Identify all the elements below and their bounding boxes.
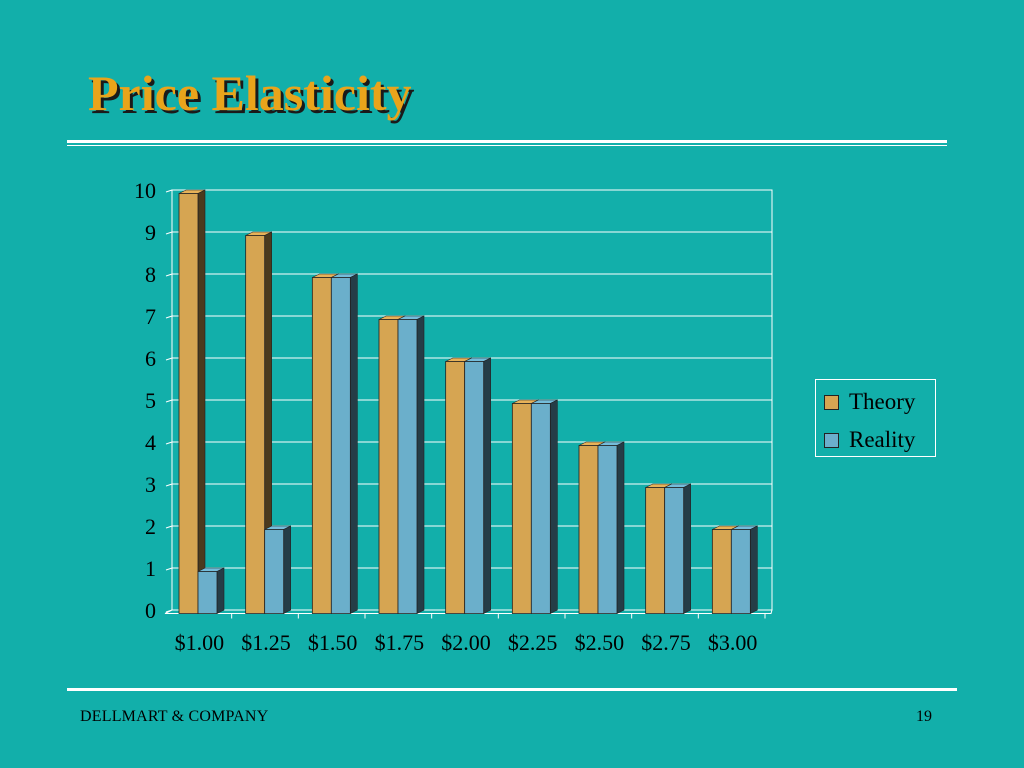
legend-label-theory: Theory — [849, 389, 916, 414]
y-tick — [165, 483, 173, 487]
x-tick-label: $2.00 — [441, 630, 491, 655]
x-tick-label: $1.00 — [175, 630, 225, 655]
bar-theory — [645, 487, 666, 614]
footer-company: DELLMART & COMPANY — [80, 708, 269, 725]
bar-theory — [311, 277, 332, 614]
y-tick-label: 8 — [145, 262, 156, 287]
bar-theory — [511, 403, 532, 614]
x-tick-label: $2.50 — [575, 630, 625, 655]
bar-reality-side — [750, 525, 758, 614]
bar-theory — [445, 361, 466, 614]
y-tick — [165, 567, 173, 571]
y-tick-label: 2 — [145, 514, 156, 539]
bar-theory — [378, 319, 399, 614]
bar-reality — [464, 361, 485, 614]
legend-label-reality: Reality — [849, 427, 916, 452]
y-tick — [165, 315, 173, 319]
y-tick — [165, 189, 173, 193]
y-tick-label: 9 — [145, 220, 156, 245]
y-tick-label: 0 — [145, 598, 156, 623]
y-tick — [165, 525, 173, 529]
y-tick — [165, 441, 173, 445]
y-tick-label: 5 — [145, 388, 156, 413]
slide-title: Price Elasticity — [88, 65, 412, 121]
legend-swatch-theory — [824, 394, 839, 410]
bar-reality-side — [216, 567, 225, 614]
x-tick-label: $2.25 — [508, 630, 558, 655]
y-tick-label: 7 — [145, 304, 156, 329]
bar-reality — [597, 445, 618, 614]
bar-reality — [264, 529, 285, 614]
y-tick-label: 4 — [145, 430, 156, 455]
bar-reality-side — [550, 399, 558, 614]
legend-item-theory: Theory — [824, 389, 915, 415]
bar-theory — [245, 235, 266, 614]
bar-theory — [711, 529, 732, 614]
bar-reality — [664, 487, 685, 614]
x-tick-label: $1.50 — [308, 630, 358, 655]
bar-reality-side — [416, 315, 425, 614]
title-divider — [67, 140, 947, 143]
y-tick — [165, 357, 173, 361]
title-divider-thin — [67, 145, 947, 146]
bar-reality-side — [683, 483, 691, 614]
bar-theory — [578, 445, 599, 614]
bar-reality — [197, 571, 218, 614]
y-tick — [165, 399, 173, 403]
bar-reality-side — [616, 441, 625, 614]
y-tick-label: 10 — [134, 178, 156, 203]
bar-reality — [330, 277, 351, 614]
y-tick — [165, 231, 173, 235]
bar-reality — [530, 403, 551, 614]
y-tick-label: 1 — [145, 556, 156, 581]
legend-item-reality: Reality — [824, 427, 915, 453]
x-tick-label: $1.75 — [375, 630, 425, 655]
page-number: 19 — [916, 708, 932, 725]
x-tick-label: $2.75 — [641, 630, 691, 655]
bar-reality-side — [283, 525, 291, 614]
footer-divider — [67, 688, 957, 691]
y-tick-label: 3 — [145, 472, 156, 497]
bar-theory — [178, 193, 199, 614]
chart-legend: Theory Reality — [815, 379, 936, 457]
legend-swatch-reality — [824, 432, 839, 448]
bar-theory-side — [197, 189, 206, 614]
bar-reality — [730, 529, 751, 614]
bar-reality-side — [350, 273, 358, 614]
bar-reality — [397, 319, 418, 614]
x-tick-label: $3.00 — [708, 630, 758, 655]
y-tick-label: 6 — [145, 346, 156, 371]
x-tick-label: $1.25 — [241, 630, 291, 655]
y-tick — [165, 273, 173, 277]
bar-reality-side — [483, 357, 491, 614]
